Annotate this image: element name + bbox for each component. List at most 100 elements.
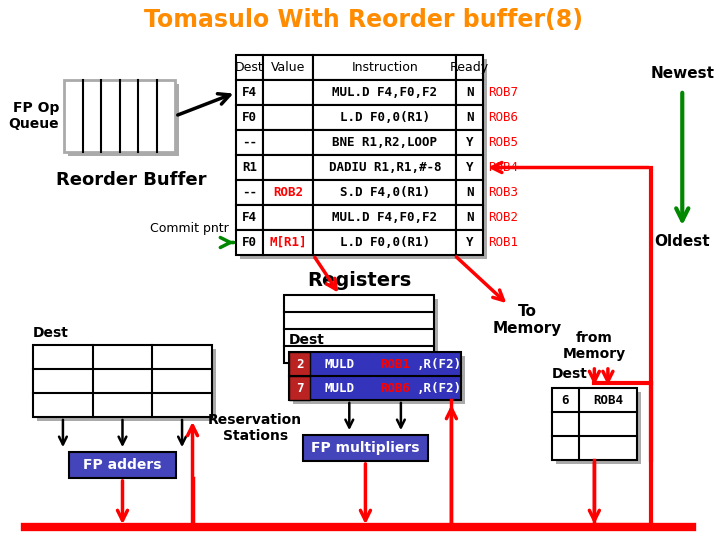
Bar	[289, 352, 461, 400]
Text: Value: Value	[271, 61, 305, 74]
Text: N: N	[466, 86, 474, 99]
Text: --: --	[242, 186, 257, 199]
Bar	[552, 388, 637, 460]
Text: ROB1: ROB1	[488, 236, 518, 249]
Bar	[456, 130, 483, 155]
Bar	[236, 55, 263, 80]
Bar	[236, 230, 263, 255]
Text: Instruction: Instruction	[351, 61, 418, 74]
Text: Oldest: Oldest	[654, 234, 710, 249]
Bar	[313, 105, 456, 130]
Text: FP Op: FP Op	[13, 101, 59, 115]
Text: Y: Y	[466, 161, 474, 174]
Bar	[236, 155, 263, 180]
Text: L.D F0,0(R1): L.D F0,0(R1)	[340, 111, 430, 124]
Text: S.D F4,0(R1): S.D F4,0(R1)	[340, 186, 430, 199]
Bar	[313, 130, 456, 155]
Text: ROB3: ROB3	[488, 186, 518, 199]
Bar	[64, 80, 175, 152]
Text: MULD: MULD	[324, 357, 354, 370]
Text: FP adders: FP adders	[84, 458, 162, 472]
Text: 2: 2	[296, 357, 304, 370]
Text: N: N	[466, 211, 474, 224]
Bar	[456, 230, 483, 255]
Text: BNE R1,R2,LOOP: BNE R1,R2,LOOP	[332, 136, 437, 149]
Text: Commit pntr: Commit pntr	[150, 222, 228, 235]
Text: MUL.D F4,F0,F2: MUL.D F4,F0,F2	[332, 86, 437, 99]
Bar	[456, 105, 483, 130]
Text: M[R1]: M[R1]	[269, 236, 307, 249]
Bar	[263, 80, 313, 105]
Bar	[263, 180, 313, 205]
Bar	[289, 376, 310, 400]
Bar	[37, 349, 216, 421]
Text: from
Memory: from Memory	[563, 331, 626, 361]
Text: Queue: Queue	[9, 117, 59, 131]
Text: ROB6: ROB6	[488, 111, 518, 124]
Bar	[302, 435, 428, 461]
Text: Y: Y	[466, 236, 474, 249]
Bar	[456, 55, 483, 80]
Text: ,R(F2): ,R(F2)	[416, 381, 462, 395]
Bar	[293, 356, 465, 404]
Bar	[236, 205, 263, 230]
Bar	[33, 345, 212, 417]
Bar	[69, 452, 176, 478]
Bar	[313, 205, 456, 230]
Bar	[456, 155, 483, 180]
Bar	[263, 230, 313, 255]
Bar	[68, 84, 179, 156]
Text: Dest: Dest	[552, 367, 588, 381]
Bar	[456, 80, 483, 105]
Text: Dest: Dest	[289, 333, 325, 347]
Bar	[313, 80, 456, 105]
Bar	[263, 55, 313, 80]
Text: Reservation
Stations: Reservation Stations	[208, 413, 302, 443]
Bar	[263, 205, 313, 230]
Text: F4: F4	[242, 86, 257, 99]
Bar	[236, 80, 263, 105]
Text: ROB2: ROB2	[273, 186, 303, 199]
Text: Newest: Newest	[650, 65, 714, 80]
Bar	[263, 105, 313, 130]
Text: Ready: Ready	[450, 61, 490, 74]
Bar	[313, 180, 456, 205]
Text: F4: F4	[242, 211, 257, 224]
Bar	[236, 180, 263, 205]
Text: R1: R1	[242, 161, 257, 174]
Text: ROB1: ROB1	[380, 357, 410, 370]
Bar	[289, 352, 310, 376]
Text: ROB4: ROB4	[488, 161, 518, 174]
Bar	[288, 299, 438, 367]
Text: --: --	[242, 136, 257, 149]
Bar	[556, 392, 641, 464]
Bar	[236, 105, 263, 130]
Bar	[236, 130, 263, 155]
Text: F0: F0	[242, 236, 257, 249]
Text: F0: F0	[242, 111, 257, 124]
Text: ,R(F2): ,R(F2)	[416, 357, 462, 370]
Bar	[313, 55, 456, 80]
Bar	[240, 59, 487, 259]
Bar	[313, 230, 456, 255]
Text: FP multipliers: FP multipliers	[311, 441, 420, 455]
Bar	[313, 155, 456, 180]
Text: To
Memory: To Memory	[493, 304, 562, 336]
Text: N: N	[466, 186, 474, 199]
Text: Tomasulo With Reorder buffer(8): Tomasulo With Reorder buffer(8)	[144, 8, 583, 32]
Bar	[456, 180, 483, 205]
Text: Registers: Registers	[307, 271, 411, 289]
Text: ROB7: ROB7	[488, 86, 518, 99]
Text: 7: 7	[296, 381, 304, 395]
Text: ROB6: ROB6	[380, 381, 410, 395]
Text: MUL.D F4,F0,F2: MUL.D F4,F0,F2	[332, 211, 437, 224]
Text: ROB5: ROB5	[488, 136, 518, 149]
Text: L.D F0,0(R1): L.D F0,0(R1)	[340, 236, 430, 249]
Text: N: N	[466, 111, 474, 124]
Text: Reorder Buffer: Reorder Buffer	[56, 171, 207, 189]
Text: Dest: Dest	[235, 61, 264, 74]
Bar	[263, 155, 313, 180]
Text: ROB2: ROB2	[488, 211, 518, 224]
Text: DADIU R1,R1,#-8: DADIU R1,R1,#-8	[328, 161, 441, 174]
Text: MULD: MULD	[324, 381, 354, 395]
